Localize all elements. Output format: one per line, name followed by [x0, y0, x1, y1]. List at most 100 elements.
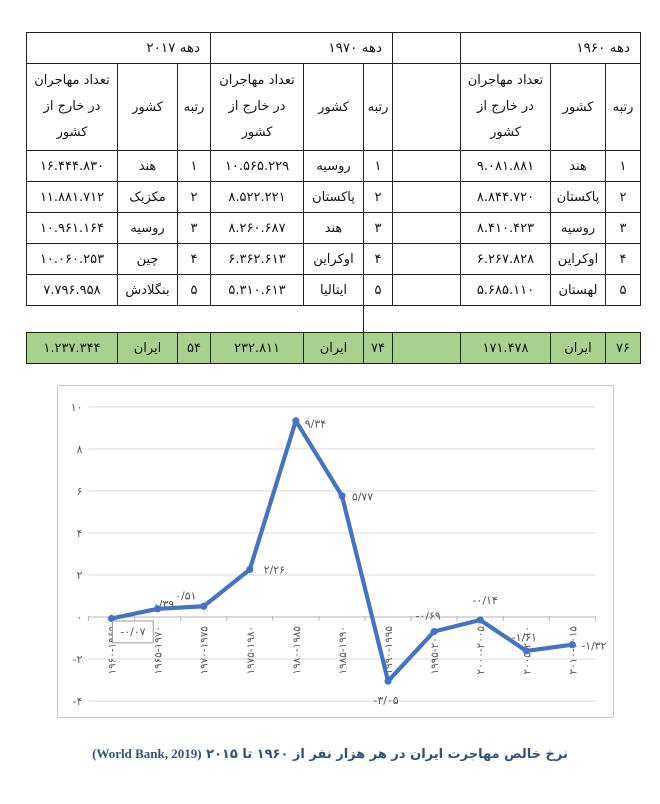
chart-y-tick-label: -۴ [73, 695, 83, 708]
chart-data-label: -۰/۱۴ [473, 594, 498, 607]
migrants-cell-1960: ۸.۴۱۰.۴۲۳ [460, 212, 551, 244]
chart-point-marker [200, 602, 208, 610]
rank-cell-1970: ۱ [363, 150, 393, 182]
rank-cell-2017: ۵ [177, 274, 211, 306]
migrants-cell-1970: ۸.۲۶۰.۶۸۷ [210, 212, 304, 244]
spacer-cell [392, 305, 461, 333]
migrants-header-1960: تعداد مهاجران در خارج از کشور [460, 63, 551, 151]
rank-header-2017: رتبه [177, 63, 211, 151]
chart-y-tick-label: ۰ [77, 611, 83, 624]
country-header-2017: کشور [117, 63, 178, 151]
chart-y-tick-label: -۲ [73, 653, 83, 666]
country-cell-iran-2017: ایران [117, 332, 178, 364]
separator-cell [392, 332, 461, 364]
country-cell-2017: هند [117, 150, 178, 182]
chart-point-marker [338, 492, 346, 500]
iran-highlight-row: ۷۶ ایران ۱۷۱.۴۷۸ ۷۴ ایران ۲۳۲.۸۱۱ ۵۴ ایران ۱.۲۳۷… [26, 332, 641, 364]
chart-point-marker [430, 627, 438, 636]
decade-1970-header: دهه ۱۹۷۰ [210, 32, 393, 64]
rank-cell-1970: ۵ [363, 274, 393, 306]
migrants-cell-2017: ۱۶.۴۴۴.۸۳۰ [26, 150, 118, 182]
chart-data-label: -۰/۰۷ [120, 625, 145, 638]
migrants-cell-1960: ۸.۸۴۴.۷۲۰ [460, 181, 551, 213]
rank-cell-iran-2017: ۵۴ [177, 332, 211, 364]
rank-cell-2017: ۱ [177, 150, 211, 182]
chart-data-label: ۲/۲۶ [264, 564, 285, 577]
chart-y-tick-label: ۱۰ [71, 401, 83, 414]
country-cell-1970: پاکستان [303, 181, 364, 213]
migrants-cell-2017: ۷.۷۹۶.۹۵۸ [26, 274, 118, 306]
chart-x-tick-label: ۱۹۹۰-۱۹۹۵ [383, 626, 395, 675]
country-cell-1960: اوکراین [550, 243, 606, 275]
chart-x-tick-label: ۱۹۸۰-۱۹۸۵ [291, 626, 303, 675]
country-header-1970: کشور [303, 63, 364, 151]
rank-cell-1960: ۲ [605, 181, 641, 213]
table-row: ۴ اوکراین ۶.۲۶۷.۸۲۸ ۴ اوکراین ۶.۳۶۲.۶۱۳ ۴ چین ۱۰… [26, 243, 641, 275]
chart-point-marker [154, 605, 162, 613]
rank-cell-2017: ۳ [177, 212, 211, 244]
table-row: ۵ لهستان ۵.۶۸۵.۱۱۰ ۵ ایتالیا ۵.۳۱۰.۶۱۳ ۵ بنگلاد… [26, 274, 641, 306]
migrants-cell-2017: ۱۰.۰۶۰.۲۵۳ [26, 243, 118, 275]
chart-x-tick-label: ۱۹۷۵-۱۹۸۰ [245, 626, 257, 675]
migrants-table: دهه ۱۹۶۰ دهه ۱۹۷۰ دهه ۲۰۱۷ رتبه کشور تعد… [26, 32, 641, 364]
country-cell-1970: هند [303, 212, 364, 244]
rank-cell-iran-1960: ۷۶ [605, 332, 641, 364]
spacer-cell [460, 305, 551, 333]
migrants-cell-1970: ۱۰.۵۶۵.۲۲۹ [210, 150, 304, 182]
country-cell-1970: اوکراین [303, 243, 364, 275]
migrants-cell-1970: ۸.۵۲۲.۲۲۱ [210, 181, 304, 213]
migrants-cell-iran-1970: ۲۳۲.۸۱۱ [210, 332, 304, 364]
chart-point-marker [568, 641, 576, 649]
separator-cell [392, 274, 461, 306]
migrants-cell-2017: ۱۰.۹۶۱.۱۶۴ [26, 212, 118, 244]
country-cell-1970: ایتالیا [303, 274, 364, 306]
decade-1960-header: دهه ۱۹۶۰ [460, 32, 641, 64]
country-cell-1960: روسیه [550, 212, 606, 244]
chart-data-label: -۰/۶۹ [416, 610, 441, 623]
chart-x-tick-label: ۱۹۷۰-۱۹۷۵ [199, 626, 211, 675]
table-row: ۳ روسیه ۸.۴۱۰.۴۲۳ ۳ هند ۸.۲۶۰.۶۸۷ ۳ روسیه ۱۰.۹۶۱… [26, 212, 641, 244]
chart-data-label: -۱/۶۱ [512, 631, 537, 644]
decade-header-row: دهه ۱۹۶۰ دهه ۱۹۷۰ دهه ۲۰۱۷ [26, 32, 641, 64]
rank-cell-1970: ۴ [363, 243, 393, 275]
chart-data-label: ۹/۳۴ [305, 418, 326, 431]
chart-x-tick-label: ۲۰۱۰-۲۰۱۵ [567, 626, 579, 675]
migrants-cell-1970: ۶.۳۶۲.۶۱۳ [210, 243, 304, 275]
rank-cell-1970: ۲ [363, 181, 393, 213]
country-cell-iran-1970: ایران [303, 332, 364, 364]
separator-cell [392, 181, 461, 213]
rank-cell-1970: ۳ [363, 212, 393, 244]
country-cell-2017: بنگلادش [117, 274, 178, 306]
migrants-header-2017: تعداد مهاجران در خارج از کشور [26, 63, 118, 151]
separator-cell [392, 63, 461, 151]
rank-cell-1960: ۴ [605, 243, 641, 275]
rank-cell-2017: ۴ [177, 243, 211, 275]
chart-point-marker [476, 616, 484, 624]
chart-x-tick-label: ۱۹۶۵-۱۹۷۰ [153, 626, 165, 675]
rank-header-1970: رتبه [363, 63, 393, 151]
spacer-cell [177, 305, 211, 333]
chart-point-marker [292, 417, 300, 425]
migrants-header-1970: تعداد مهاجران در خارج از کشور [210, 63, 304, 151]
chart-x-tick-label: ۱۹۸۵-۱۹۹۰ [337, 626, 349, 675]
chart-y-tick-label: ۶ [77, 485, 83, 498]
country-cell-1960: پاکستان [550, 181, 606, 213]
column-header-row: رتبه کشور تعداد مهاجران در خارج از کشور … [26, 63, 641, 151]
migrants-cell-1960: ۵.۶۸۵.۱۱۰ [460, 274, 551, 306]
migrants-cell-iran-2017: ۱.۲۳۷.۳۴۴ [26, 332, 118, 364]
migrants-cell-2017: ۱۱.۸۸۱.۷۱۲ [26, 181, 118, 213]
country-header-1960: کشور [550, 63, 606, 151]
country-cell-1960: لهستان [550, 274, 606, 306]
separator-header-cell [392, 32, 461, 64]
chart-x-tick-label: ۱۹۹۵-۲۰۰۰ [429, 626, 441, 675]
figure-caption: نرخ خالص مهاجرت ایران در هر هزار نفر از … [0, 746, 660, 762]
table-row: ۱ هند ۹.۰۸۱.۸۸۱ ۱ روسیه ۱۰.۵۶۵.۲۲۹ ۱ هند ۱۶.۴۴۴.… [26, 150, 641, 182]
country-cell-2017: روسیه [117, 212, 178, 244]
chart-data-label: -۳/۰۵ [373, 694, 398, 707]
migrants-cell-1960: ۶.۲۶۷.۸۲۸ [460, 243, 551, 275]
chart-y-tick-label: ۴ [77, 527, 83, 540]
net-migration-chart: ۱۰ ۸ ۶ ۴ ۲ ۰ -۲ -۴ ۱۹۶۰-۱۹۶۵ ۱۹۶۵-۱۹۷۰ ۱۹۷۰-۱۹۷۵ ۱۹… [57, 385, 614, 718]
separator-cell [392, 212, 461, 244]
table-row: ۲ پاکستان ۸.۸۴۴.۷۲۰ ۲ پاکستان ۸.۵۲۲.۲۲۱ ۲ مکزیک… [26, 181, 641, 213]
